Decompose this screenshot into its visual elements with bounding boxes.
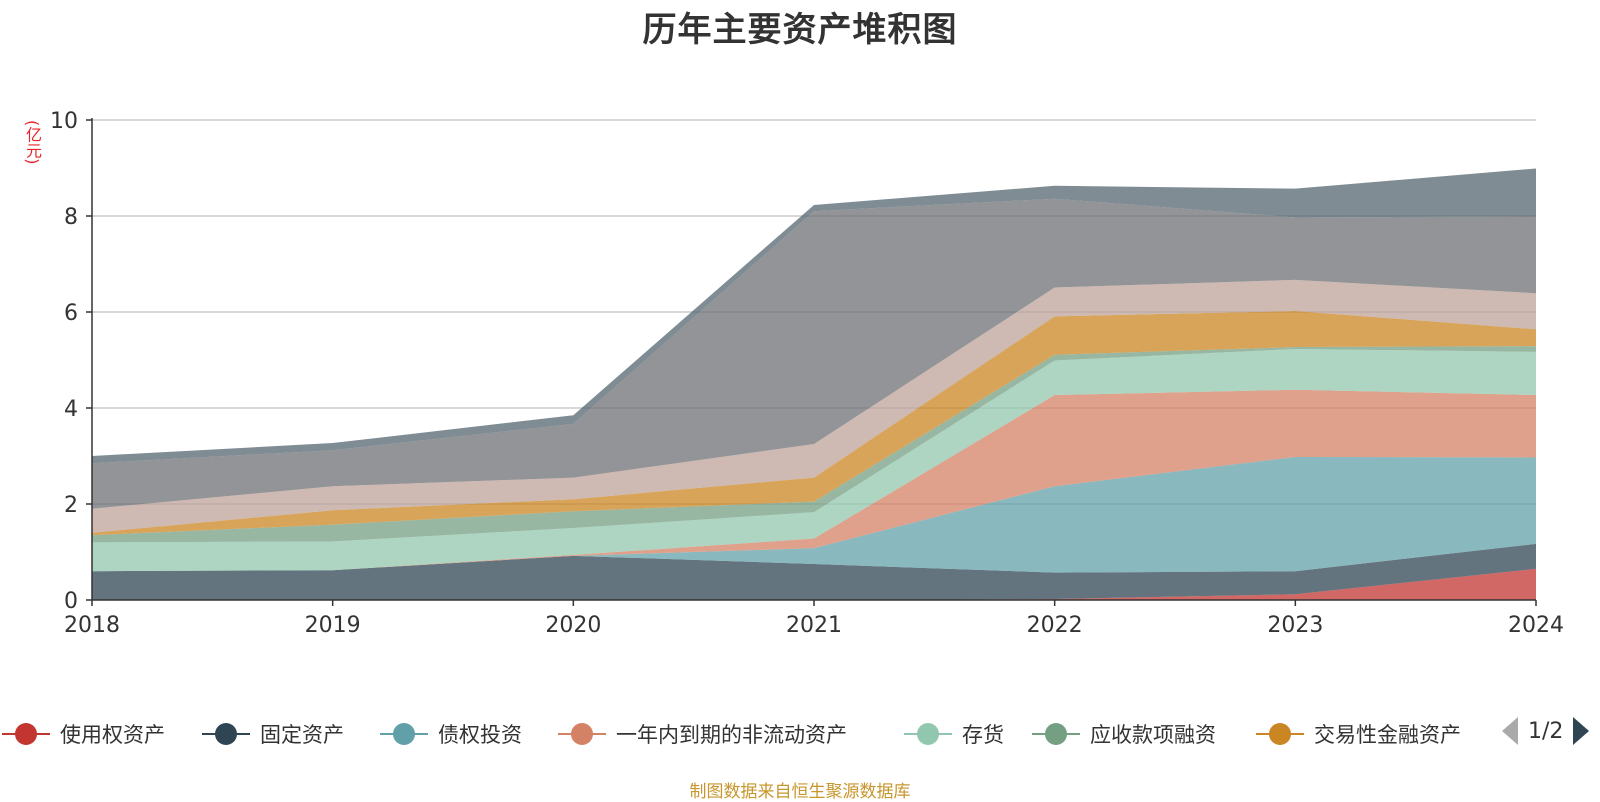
x-tick-label: 2019 <box>305 613 361 638</box>
legend-marker-icon <box>558 723 606 745</box>
data-source-note: 制图数据来自恒生聚源数据库 <box>689 782 911 802</box>
legend-marker-icon <box>2 723 50 745</box>
legend-item[interactable]: 债权投资 <box>378 714 522 754</box>
legend-item[interactable]: 固定资产 <box>200 714 344 754</box>
area-series-0[interactable] <box>92 568 1536 600</box>
legend-label: 债权投资 <box>438 723 522 747</box>
legend-marker-icon <box>904 723 952 745</box>
area-series-7[interactable] <box>92 279 1536 533</box>
area-series-group <box>92 168 1536 600</box>
legend-next-page-icon[interactable] <box>1571 716 1591 746</box>
axes: 0 2 4 6 8 10 2018 2019 2020 2021 2022 2023 2024 <box>50 109 1564 638</box>
x-tick-label: 2022 <box>1027 613 1083 638</box>
x-tick-label: 2023 <box>1267 613 1323 638</box>
chart-title: 历年主要资产堆积图 <box>642 10 958 50</box>
y-tick-label: 6 <box>64 301 78 326</box>
x-tick-label: 2021 <box>786 613 842 638</box>
legend-item[interactable]: 存货 <box>902 714 1004 754</box>
area-series-3[interactable] <box>92 389 1536 572</box>
legend-label: 固定资产 <box>260 723 344 747</box>
legend-marker-icon <box>380 723 428 745</box>
area-series-5[interactable] <box>92 346 1536 543</box>
legend-item[interactable]: 使用权资产 <box>0 714 165 754</box>
legend-item[interactable]: 一年内到期的非流动资产 <box>556 714 847 754</box>
legend-label: 存货 <box>962 723 1004 747</box>
legend-item[interactable]: 交易性金融资产 <box>1254 714 1461 754</box>
area-series-8[interactable] <box>92 198 1536 509</box>
x-tick-label: 2024 <box>1508 613 1564 638</box>
legend-marker-icon <box>1032 723 1080 745</box>
x-tick-label: 2018 <box>64 613 120 638</box>
y-tick-label: 4 <box>64 397 78 422</box>
legend-page-indicator: 1/2 <box>1528 718 1564 744</box>
area-series-2[interactable] <box>92 456 1536 573</box>
legend-marker-icon <box>202 723 250 745</box>
legend-prev-page-icon[interactable] <box>1500 716 1520 746</box>
y-tick-label: 10 <box>50 109 78 134</box>
legend-pager: 1/2 <box>1500 716 1591 746</box>
legend-label: 使用权资产 <box>60 723 165 747</box>
y-axis-unit-label: (亿元) <box>23 120 42 165</box>
y-tick-label: 0 <box>64 589 78 614</box>
legend: 使用权资产 固定资产 债权投资 一年内到期的非流动资产 存货 应收款项融资 交易性金融资产 <box>0 714 1600 754</box>
area-series-9[interactable] <box>92 168 1536 464</box>
area-series-6[interactable] <box>92 311 1536 536</box>
legend-label: 一年内到期的非流动资产 <box>616 723 847 747</box>
area-series-1[interactable] <box>92 543 1536 600</box>
stacked-area-chart: 0 2 4 6 8 10 2018 2019 2020 2021 2022 2023 2024 <box>50 109 1564 638</box>
x-tick-label: 2020 <box>545 613 601 638</box>
area-series-4[interactable] <box>92 348 1536 572</box>
legend-label: 应收款项融资 <box>1090 723 1216 747</box>
y-tick-label: 8 <box>64 205 78 230</box>
legend-item[interactable]: 应收款项融资 <box>1030 714 1216 754</box>
legend-label: 交易性金融资产 <box>1314 723 1461 747</box>
y-tick-label: 2 <box>64 493 78 518</box>
legend-marker-icon <box>1256 723 1304 745</box>
